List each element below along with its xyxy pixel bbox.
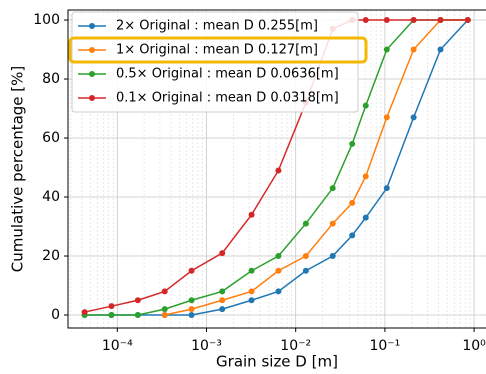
y-axis-label: Cumulative percentage [%] bbox=[9, 66, 27, 273]
data-point bbox=[188, 306, 195, 313]
data-point bbox=[362, 173, 369, 180]
data-point bbox=[188, 312, 195, 319]
data-point bbox=[349, 199, 356, 206]
data-point bbox=[275, 253, 282, 260]
data-point bbox=[81, 309, 88, 316]
legend-label: 0.5× Original : mean D 0.0636[m] bbox=[116, 67, 339, 82]
data-point bbox=[410, 114, 417, 121]
legend-marker bbox=[89, 71, 95, 77]
y-tick-label: 0 bbox=[51, 307, 60, 323]
series-line bbox=[84, 19, 468, 316]
data-point bbox=[437, 46, 444, 53]
data-point bbox=[275, 267, 282, 274]
data-point bbox=[248, 297, 255, 304]
data-point bbox=[219, 297, 226, 304]
legend-label: 1× Original : mean D 0.127[m] bbox=[116, 43, 318, 58]
data-point bbox=[275, 288, 282, 295]
legend-marker bbox=[89, 23, 95, 29]
series-line bbox=[84, 19, 468, 313]
data-point bbox=[161, 306, 168, 313]
data-point bbox=[108, 303, 115, 310]
data-point bbox=[383, 114, 390, 121]
data-point bbox=[349, 140, 356, 147]
data-point bbox=[349, 232, 356, 239]
y-tick-label: 20 bbox=[42, 248, 60, 264]
data-point bbox=[464, 17, 471, 24]
data-point bbox=[134, 297, 141, 304]
legend-marker bbox=[89, 95, 95, 101]
data-point bbox=[248, 288, 255, 295]
data-point bbox=[188, 267, 195, 274]
y-tick-label: 40 bbox=[42, 189, 60, 205]
data-point bbox=[362, 102, 369, 109]
data-point bbox=[302, 220, 309, 227]
data-point bbox=[362, 17, 369, 24]
x-tick-label: 10⁻¹ bbox=[369, 338, 400, 354]
legend-highlight bbox=[68, 36, 368, 64]
data-point bbox=[437, 17, 444, 24]
y-tick-label: 80 bbox=[42, 71, 60, 87]
data-point bbox=[161, 312, 168, 319]
data-point bbox=[302, 267, 309, 274]
data-point bbox=[302, 253, 309, 260]
data-point bbox=[248, 211, 255, 218]
data-point bbox=[329, 220, 336, 227]
data-point bbox=[219, 288, 226, 295]
y-tick-label: 100 bbox=[33, 12, 60, 28]
data-point bbox=[410, 46, 417, 53]
x-tick-label: 10⁻² bbox=[280, 338, 311, 354]
legend-label: 0.1× Original : mean D 0.0318[m] bbox=[116, 91, 339, 106]
data-point bbox=[383, 185, 390, 192]
legend-marker bbox=[89, 47, 95, 53]
data-point bbox=[329, 253, 336, 260]
data-point bbox=[410, 17, 417, 24]
x-axis-label: Grain size D [m] bbox=[216, 353, 338, 371]
data-point bbox=[248, 267, 255, 274]
data-point bbox=[362, 214, 369, 221]
data-point bbox=[275, 167, 282, 174]
x-tick-label: 10⁻³ bbox=[191, 338, 222, 354]
data-point bbox=[108, 312, 115, 319]
data-point bbox=[219, 306, 226, 313]
data-point bbox=[161, 288, 168, 295]
data-point bbox=[134, 312, 141, 319]
legend-label: 2× Original : mean D 0.255[m] bbox=[116, 19, 318, 34]
data-point bbox=[383, 46, 390, 53]
data-point bbox=[188, 297, 195, 304]
data-point bbox=[219, 250, 226, 257]
series-line bbox=[84, 19, 469, 316]
data-point bbox=[383, 17, 390, 24]
axes-frame bbox=[67, 9, 486, 329]
data-point bbox=[329, 185, 336, 192]
x-tick-label: 10⁻⁴ bbox=[102, 338, 133, 354]
y-tick-label: 60 bbox=[42, 130, 60, 146]
x-tick-label: 10⁰ bbox=[462, 338, 486, 354]
